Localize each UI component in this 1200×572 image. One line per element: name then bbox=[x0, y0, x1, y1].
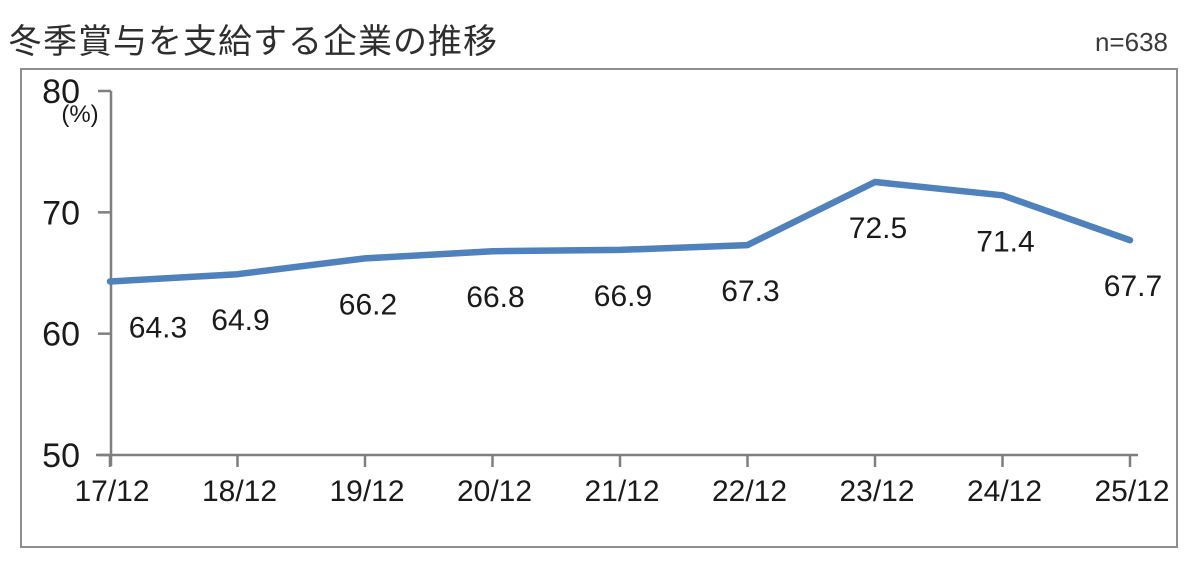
data-label: 67.3 bbox=[721, 275, 779, 308]
sample-size-label: n=638 bbox=[1094, 27, 1168, 57]
x-tick-label: 20/12 bbox=[457, 475, 532, 508]
data-label: 72.5 bbox=[849, 212, 907, 245]
x-tick-label: 24/12 bbox=[967, 475, 1042, 508]
x-tick-label: 17/12 bbox=[74, 475, 149, 508]
y-axis-unit-label: (%) bbox=[61, 101, 98, 128]
data-label: 71.4 bbox=[976, 225, 1034, 258]
y-tick-label: 50 bbox=[42, 437, 80, 475]
x-tick-label: 19/12 bbox=[329, 475, 404, 508]
chart-area: 80 70 60 50 (%) 17/12 18/12 19/12 20/12 21/12 22/1… bbox=[20, 68, 1178, 548]
chart-svg: 80 70 60 50 (%) 17/12 18/12 19/12 20/12 21/12 22/1… bbox=[42, 73, 1169, 508]
data-label: 67.7 bbox=[1104, 270, 1162, 303]
data-label: 66.8 bbox=[466, 281, 524, 314]
data-label: 64.9 bbox=[211, 304, 269, 337]
trend-line bbox=[106, 178, 1134, 285]
x-tick-label: 23/12 bbox=[839, 475, 914, 508]
y-tick-label: 70 bbox=[42, 194, 80, 232]
y-tick-label: 80 bbox=[42, 73, 80, 111]
x-tick-label: 22/12 bbox=[712, 475, 787, 508]
x-tick-label: 18/12 bbox=[202, 475, 277, 508]
y-tick-label: 60 bbox=[42, 316, 80, 354]
x-tick-label: 21/12 bbox=[584, 475, 659, 508]
x-tick-label: 25/12 bbox=[1094, 475, 1169, 508]
chart-title: 冬季賞与を支給する企業の推移 bbox=[8, 23, 498, 61]
data-label: 66.2 bbox=[339, 288, 397, 321]
data-label: 66.9 bbox=[594, 280, 652, 313]
data-label: 64.3 bbox=[129, 311, 187, 344]
